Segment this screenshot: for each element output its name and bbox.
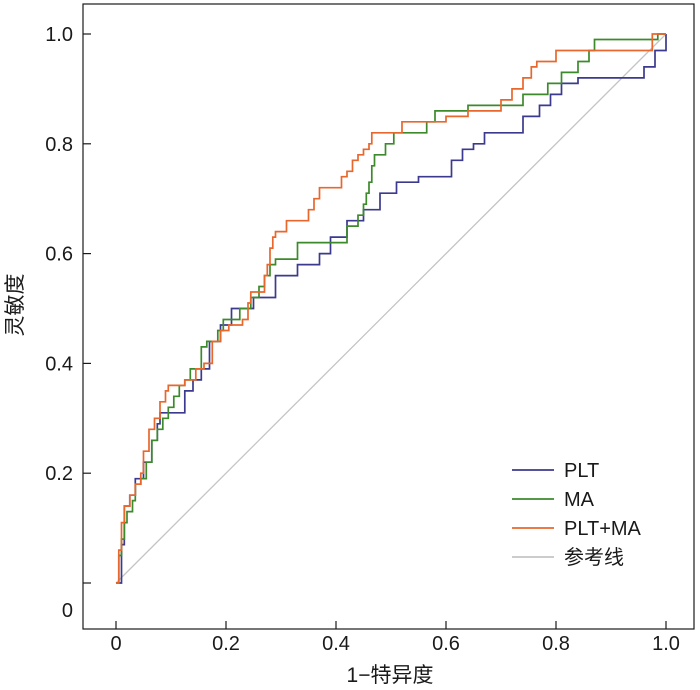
y-axis: 0 0.2 0.4 0.6 0.8 1.0 [45, 24, 91, 622]
legend-label-0: PLT [564, 460, 599, 482]
x-tick-label: 0.2 [212, 633, 240, 655]
series-line-1 [116, 33, 666, 584]
x-axis-title: 1−特异度 [347, 664, 434, 687]
plot-area [82, 3, 695, 630]
y-tick-label: 0 [62, 600, 73, 622]
y-tick-label: 0.2 [45, 463, 73, 485]
x-tick-label: 0 [110, 633, 121, 655]
legend-label-2: PLT+MA [564, 518, 642, 540]
y-tick-label: 1.0 [45, 24, 73, 46]
y-tick-label: 0.8 [45, 134, 73, 156]
x-axis: 0 0.2 0.4 0.6 0.8 1.0 [110, 621, 680, 655]
series-line-3 [115, 33, 667, 584]
y-axis-title: 灵敏度 [4, 274, 27, 337]
x-tick-label: 0.4 [322, 633, 350, 655]
x-tick-label: 0.6 [432, 633, 460, 655]
legend-label-3: 参考线 [564, 546, 624, 569]
legend: PLT MA PLT+MA 参考线 [512, 460, 642, 569]
series-line-2 [116, 33, 666, 584]
x-tick-label: 0.8 [542, 633, 570, 655]
y-tick-label: 0.4 [45, 353, 73, 375]
x-tick-label: 1.0 [652, 633, 680, 655]
y-tick-label: 0.6 [45, 244, 73, 266]
series-layer [115, 33, 667, 584]
plot-frame [82, 3, 695, 630]
legend-label-1: MA [564, 489, 595, 511]
